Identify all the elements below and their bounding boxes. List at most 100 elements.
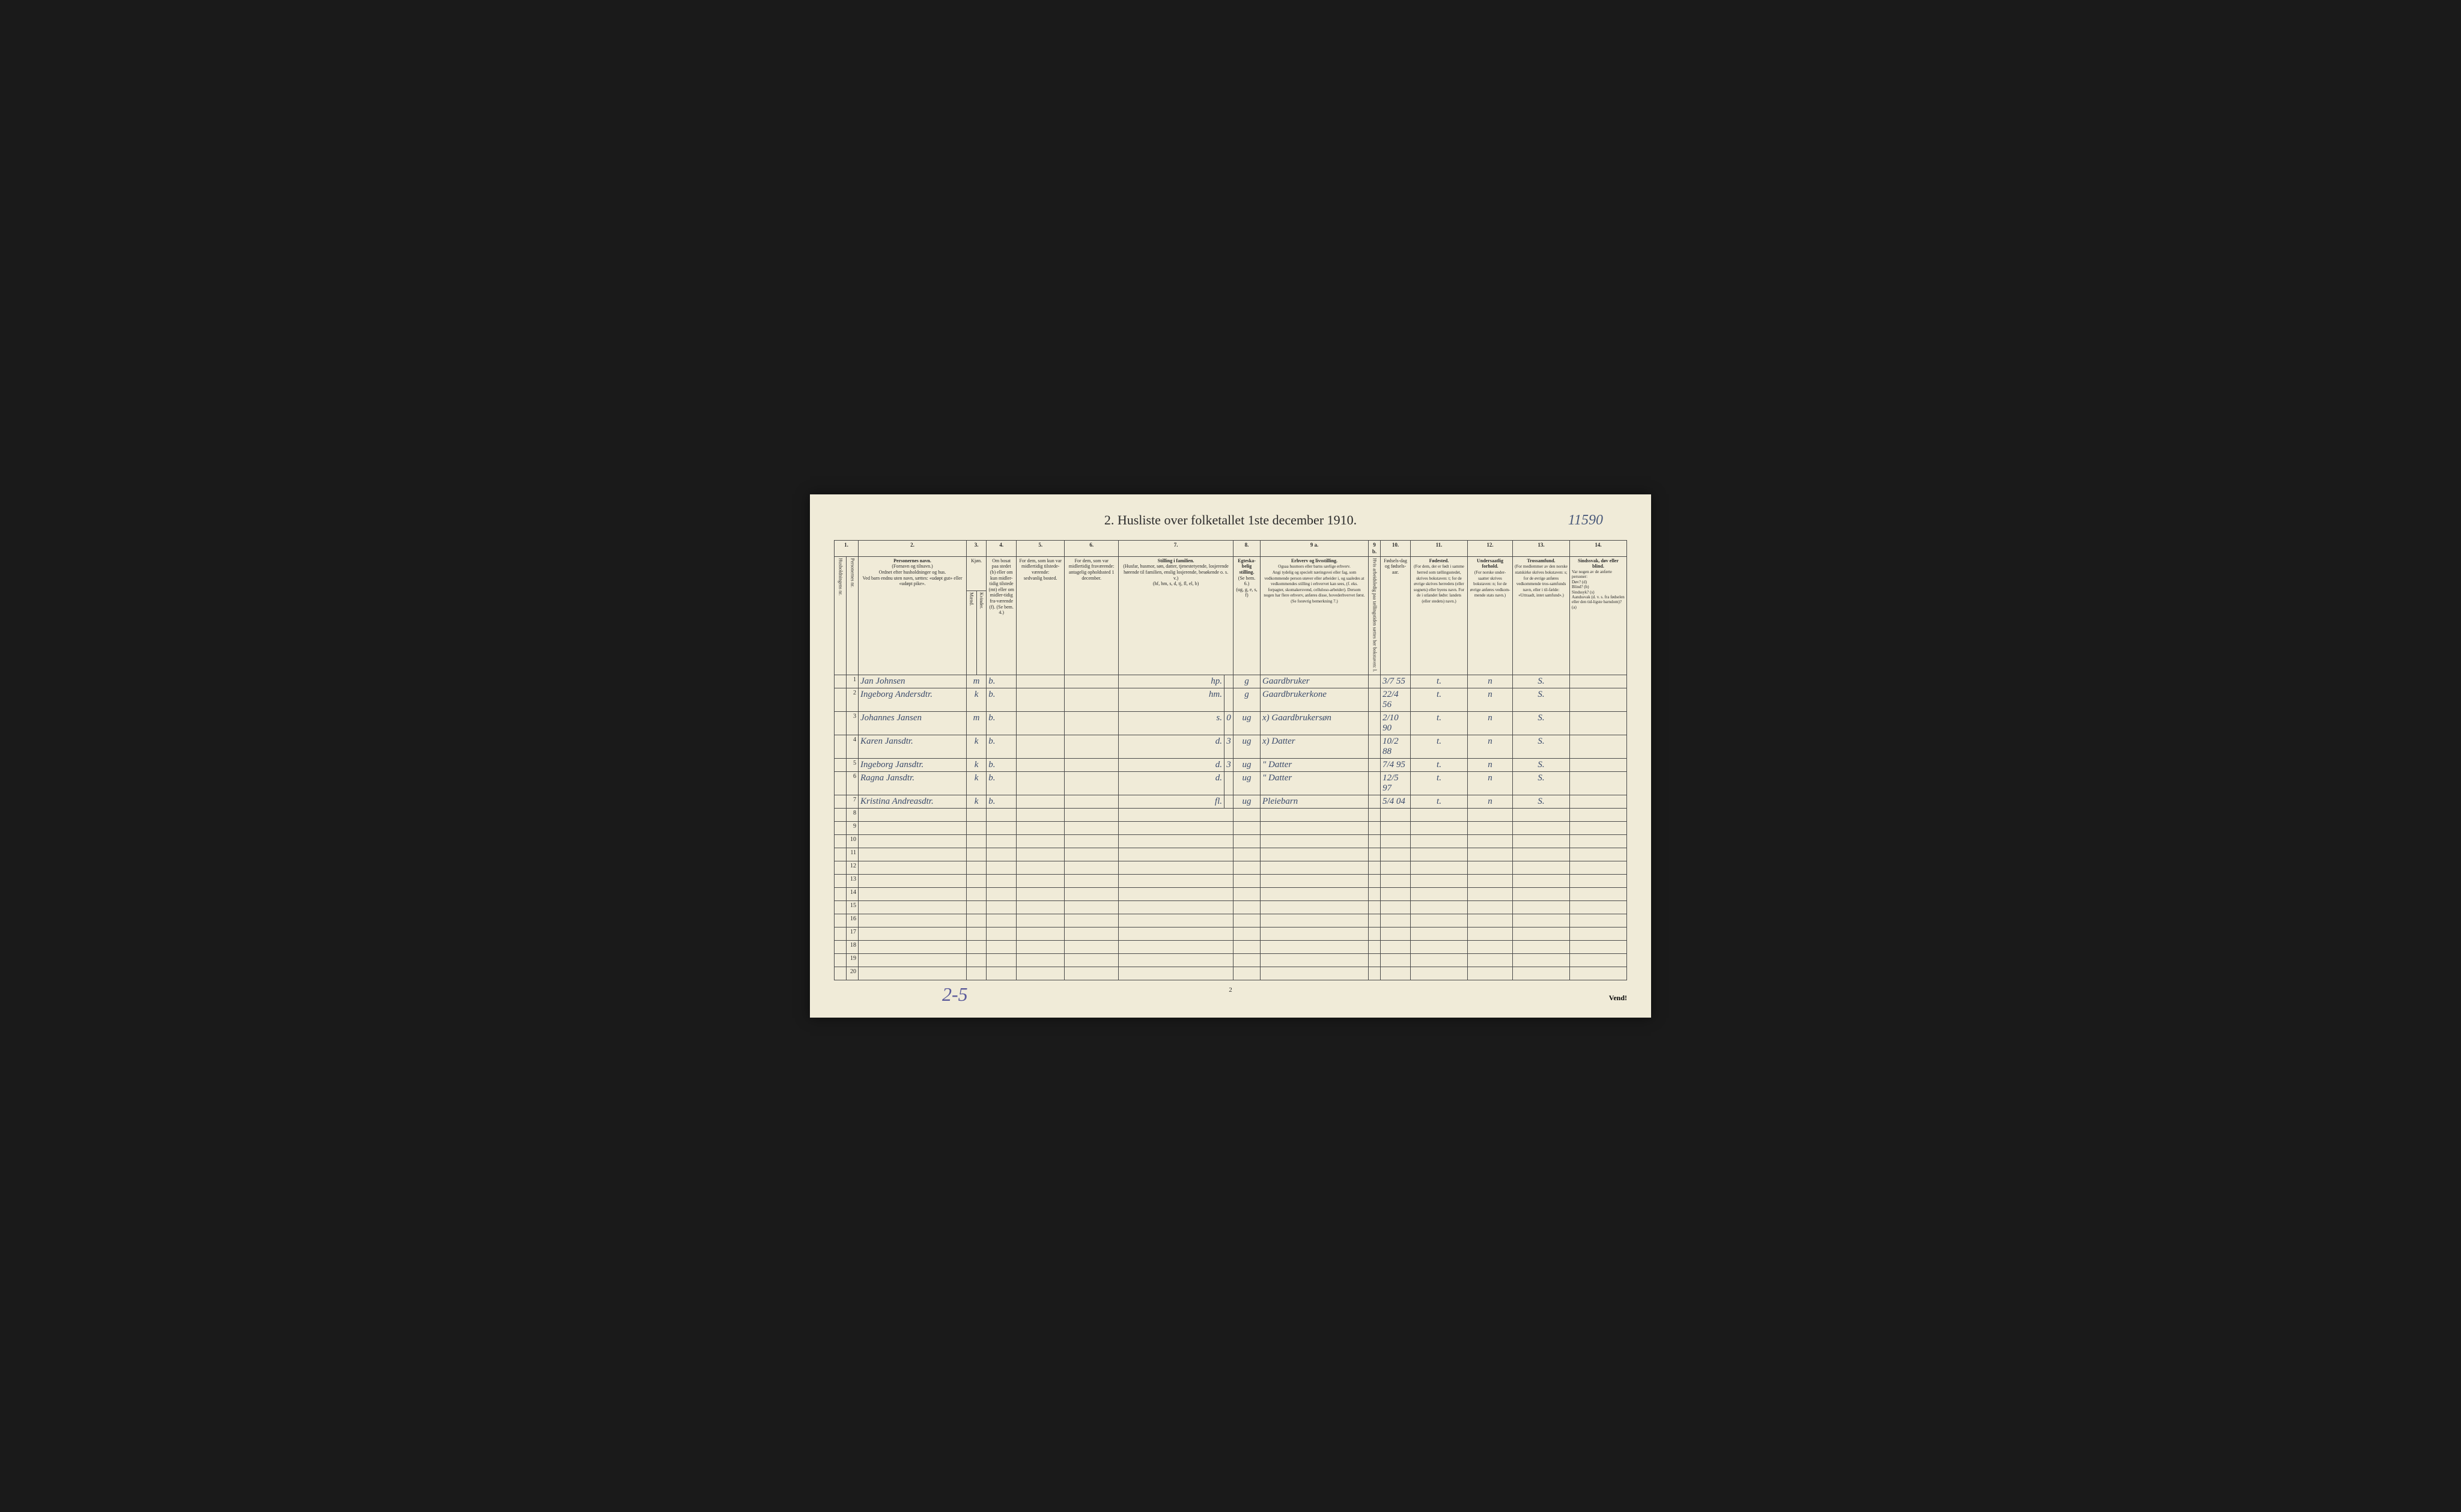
- household-nr: [835, 758, 847, 771]
- cell-c12: [1468, 821, 1513, 834]
- cell-c7: [1119, 927, 1234, 940]
- person-nr: 9: [847, 821, 859, 834]
- cell-c9a: Gaardbrukerkone: [1261, 688, 1369, 711]
- table-row-empty: 10: [835, 834, 1627, 848]
- cell-name: Ingeborg Andersdtr.: [859, 688, 967, 711]
- household-nr: [835, 887, 847, 900]
- bottom-annotation: 2-5: [942, 983, 968, 1006]
- cell-c9b: [1369, 940, 1381, 953]
- cell-c14: [1570, 735, 1627, 758]
- hdr-c14: Sindssvak, døv eller blind. Var nogen av…: [1570, 556, 1627, 675]
- cell-name: [859, 848, 967, 861]
- cell-c9a: [1261, 821, 1369, 834]
- cell-c5: [1017, 688, 1065, 711]
- cell-c7: hm.: [1119, 688, 1224, 711]
- cell-c5: [1017, 808, 1065, 821]
- cell-c8: [1234, 834, 1261, 848]
- hdr-c5: For dem, som kun var midlertidig tilsted…: [1017, 556, 1065, 675]
- cell-sex: k: [967, 771, 987, 795]
- cell-c7: [1119, 861, 1234, 874]
- cell-c7b: [1224, 675, 1234, 688]
- cell-c7: [1119, 821, 1234, 834]
- cell-c12: n: [1468, 688, 1513, 711]
- cell-c8: [1234, 940, 1261, 953]
- cell-c12: n: [1468, 711, 1513, 735]
- cell-name: [859, 927, 967, 940]
- cell-c13: [1513, 834, 1570, 848]
- cell-c7: [1119, 808, 1234, 821]
- cell-c6: [1065, 953, 1119, 967]
- table-body: 1 Jan Johnsen m b. hp. g Gaardbruker 3/7…: [835, 675, 1627, 980]
- cell-name: Jan Johnsen: [859, 675, 967, 688]
- cell-c8: ug: [1234, 735, 1261, 758]
- household-nr: [835, 914, 847, 927]
- cell-c8: g: [1234, 688, 1261, 711]
- household-nr: [835, 675, 847, 688]
- cell-c7: [1119, 940, 1234, 953]
- cell-c9b: [1369, 735, 1381, 758]
- cell-c8: [1234, 887, 1261, 900]
- cell-sex: [967, 861, 987, 874]
- person-nr: 16: [847, 914, 859, 927]
- table-row-empty: 9: [835, 821, 1627, 834]
- table-row-empty: 18: [835, 940, 1627, 953]
- cell-c14: [1570, 758, 1627, 771]
- cell-c4: b.: [987, 795, 1017, 808]
- cell-c8: [1234, 927, 1261, 940]
- hdr-c13: Trossamfund. (For medlemmer av den norsk…: [1513, 556, 1570, 675]
- cell-c12: n: [1468, 795, 1513, 808]
- census-page: 2. Husliste over folketallet 1ste decemb…: [810, 494, 1651, 1018]
- hdr-c10: Fødsels-dag og fødsels-aar.: [1381, 556, 1411, 675]
- cell-c9b: [1369, 675, 1381, 688]
- cell-c10: [1381, 953, 1411, 967]
- cell-c12: n: [1468, 771, 1513, 795]
- cell-name: [859, 874, 967, 887]
- column-number-row: 1. 2. 3. 4. 5. 6. 7. 8. 9 a. 9 b. 10. 11…: [835, 541, 1627, 557]
- cell-c6: [1065, 808, 1119, 821]
- cell-c14: [1570, 808, 1627, 821]
- hdr-c6: For dem, som var midlertidig fraværende:…: [1065, 556, 1119, 675]
- cell-c6: [1065, 914, 1119, 927]
- cell-c7b: [1224, 795, 1234, 808]
- cell-c11: [1411, 848, 1468, 861]
- cell-sex: [967, 940, 987, 953]
- cell-c13: [1513, 967, 1570, 980]
- cell-sex: m: [967, 675, 987, 688]
- cell-c9a: x) Gaardbrukersøn: [1261, 711, 1369, 735]
- colnum-2: 2.: [859, 541, 967, 557]
- cell-name: [859, 861, 967, 874]
- cell-c5: [1017, 675, 1065, 688]
- cell-c10: 10/2 88: [1381, 735, 1411, 758]
- table-row-empty: 14: [835, 887, 1627, 900]
- cell-c11: [1411, 834, 1468, 848]
- household-nr: [835, 688, 847, 711]
- household-nr: [835, 861, 847, 874]
- cell-name: Johannes Jansen: [859, 711, 967, 735]
- cell-c12: [1468, 808, 1513, 821]
- colnum-3: 3.: [967, 541, 987, 557]
- cell-sex: [967, 914, 987, 927]
- cell-c9b: [1369, 914, 1381, 927]
- cell-sex: [967, 967, 987, 980]
- cell-c12: [1468, 848, 1513, 861]
- page-title: 2. Husliste over folketallet 1ste decemb…: [1104, 512, 1357, 527]
- cell-c6: [1065, 967, 1119, 980]
- cell-c11: t.: [1411, 735, 1468, 758]
- cell-c5: [1017, 821, 1065, 834]
- cell-c9b: [1369, 887, 1381, 900]
- hdr-c7: Stilling i familien. (Husfar, husmor, sø…: [1119, 556, 1234, 675]
- cell-name: [859, 900, 967, 914]
- person-nr: 17: [847, 927, 859, 940]
- person-nr: 10: [847, 834, 859, 848]
- cell-c7b: 0: [1224, 711, 1234, 735]
- cell-c9b: [1369, 874, 1381, 887]
- cell-c8: ug: [1234, 711, 1261, 735]
- household-nr: [835, 735, 847, 758]
- cell-c13: [1513, 914, 1570, 927]
- household-nr: [835, 967, 847, 980]
- cell-c7: hp.: [1119, 675, 1224, 688]
- cell-c9a: Gaardbruker: [1261, 675, 1369, 688]
- cell-c4: [987, 887, 1017, 900]
- cell-c10: [1381, 927, 1411, 940]
- cell-c9b: [1369, 834, 1381, 848]
